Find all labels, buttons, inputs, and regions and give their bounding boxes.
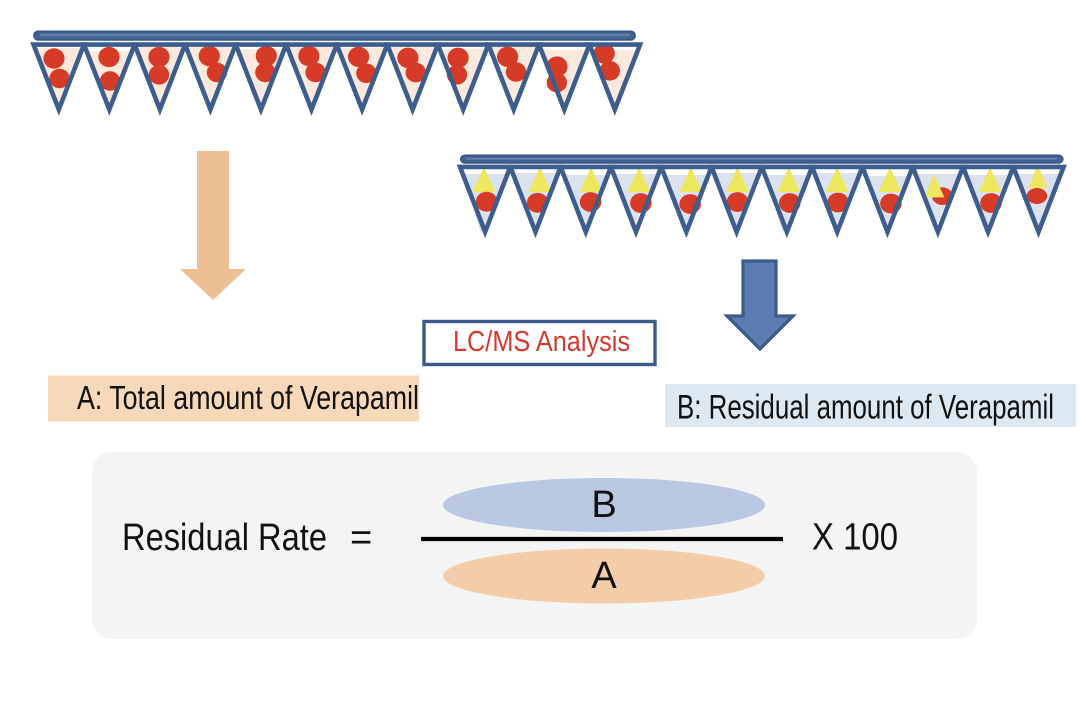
svg-text:LC/MS Analysis: LC/MS Analysis (453, 326, 630, 358)
svg-text:=: = (350, 517, 372, 559)
svg-text:A: A (591, 555, 617, 597)
svg-text:B: B (591, 484, 616, 526)
svg-text:X 100: X 100 (812, 517, 898, 559)
svg-text:A: Total amount of Verapamil: A: Total amount of Verapamil (77, 379, 419, 416)
svg-text:Residual Rate: Residual Rate (122, 517, 327, 559)
svg-text:B: Residual amount of Verapami: B: Residual amount of Verapamil (677, 389, 1054, 427)
